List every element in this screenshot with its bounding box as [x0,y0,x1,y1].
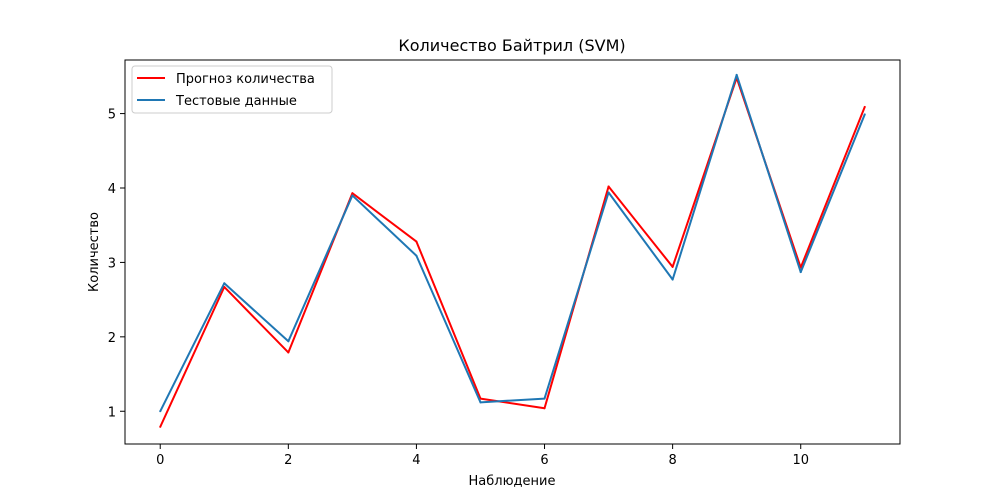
y-axis-label: Количество [87,212,102,292]
x-tick-label: 0 [156,453,164,468]
series-1-point-3 [351,194,354,197]
series-1-point-9 [735,73,738,76]
series-1-point-5 [479,401,482,404]
series-layer [159,73,866,428]
y-tick-label: 4 [108,182,116,197]
y-tick-label: 3 [108,256,116,271]
series-1-point-1 [223,282,226,285]
series-0-point-8 [671,265,674,268]
x-tick-label: 6 [540,453,548,468]
series-0-point-11 [863,105,866,108]
series-1-point-11 [863,113,866,116]
x-axis-label: Наблюдение [469,474,556,489]
series-0-point-4 [415,240,418,243]
series-1-point-4 [415,254,418,257]
y-tick-label: 1 [108,405,116,420]
x-axis-ticks: 0 2 4 6 8 10 [156,444,809,468]
series-0-point-2 [287,351,290,354]
series-0-point-6 [543,407,546,410]
series-1-point-7 [607,191,610,194]
legend-label-test-data: Тестовые данные [175,94,297,109]
chart-title: Количество Байтрил (SVM) [398,36,625,55]
series-1-point-2 [287,340,290,343]
plot-area-frame [124,59,901,445]
series-line-1 [159,73,866,412]
series-1-point-10 [799,271,802,274]
series-1-point-0 [159,410,162,413]
series-0-point-7 [607,185,610,188]
legend-label-prediction: Прогноз количества [176,72,315,87]
series-0-point-0 [159,425,162,428]
legend: Прогноз количества Тестовые данные [131,65,333,114]
y-tick-label: 2 [108,331,116,346]
series-0-point-3 [351,192,354,195]
series-1-point-6 [543,397,546,400]
y-axis-ticks: 1 2 3 4 5 [108,108,125,420]
x-tick-label: 2 [284,453,292,468]
x-tick-label: 4 [412,453,420,468]
legend-box [131,65,333,114]
y-tick-label: 5 [108,108,116,123]
x-tick-label: 10 [792,453,809,468]
series-1-point-8 [671,278,674,281]
x-tick-label: 8 [668,453,676,468]
